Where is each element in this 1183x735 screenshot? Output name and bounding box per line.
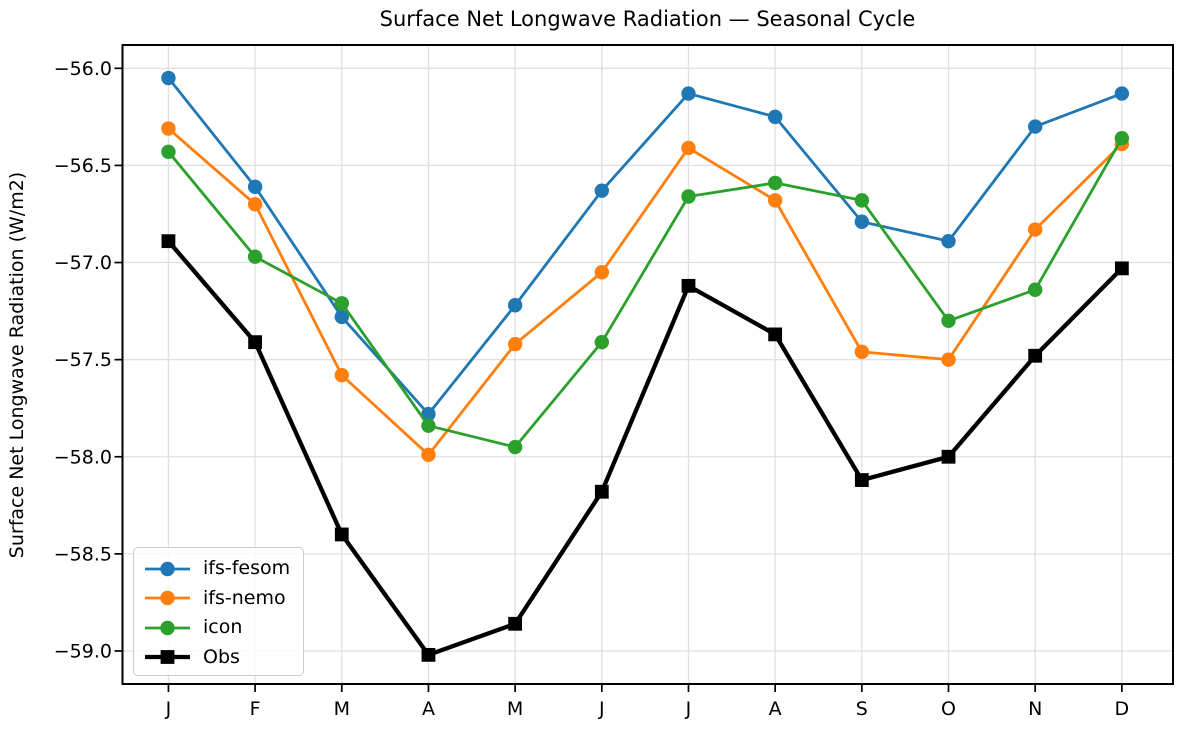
x-tick-label-9: O [941,698,956,720]
point-ifs-nemo-2 [334,367,349,383]
point-Obs-4 [508,616,523,631]
point-icon-1 [247,249,263,264]
y-tick-label-4: −58.0 [54,446,112,468]
x-tick-label-4: M [507,698,523,720]
y-tick-label-2: −57.0 [54,252,112,274]
legend-sample-Obs [145,650,190,665]
x-tick-label-7: A [769,698,782,720]
point-ifs-fesom-8 [854,214,870,229]
point-ifs-nemo-4 [507,336,523,352]
point-ifs-nemo-3 [421,447,436,463]
point-icon-11 [1114,131,1130,146]
point-ifs-fesom-5 [594,183,610,198]
y-tick-label-6: −59.0 [54,640,112,662]
point-icon-9 [941,313,956,328]
plot-frame [121,44,1174,685]
legend-label-Obs: Obs [203,645,240,668]
point-ifs-fesom-2 [334,309,349,325]
x-tick-label-3: A [422,698,435,720]
point-Obs-3 [421,647,436,662]
legend-sample-ifs-nemo [145,591,190,606]
point-ifs-fesom-9 [941,233,956,249]
point-icon-2 [334,296,349,311]
x-tick-label-2: M [334,698,350,720]
x-tick-label-6: J [685,698,692,720]
legend-item-ifs-nemo: ifs-nemo [144,584,303,614]
point-icon-10 [1027,282,1043,297]
legend-sample-icon [145,620,190,635]
legend: ifs-fesom ifs-nemo icon Obs [133,547,304,676]
x-tick-label-1: F [250,698,261,720]
point-ifs-fesom-4 [507,298,523,313]
point-icon-0 [161,144,176,160]
point-ifs-nemo-10 [1027,222,1043,237]
y-tick-label-5: −58.5 [54,543,112,565]
point-Obs-10 [1028,348,1043,363]
x-tick-label-8: S [856,698,868,720]
point-ifs-fesom-0 [161,70,176,86]
point-ifs-fesom-7 [767,109,783,125]
point-icon-7 [767,175,783,191]
y-tick-label-3: −57.5 [54,349,112,371]
point-ifs-nemo-8 [854,344,870,360]
legend-item-Obs: Obs [144,643,303,673]
point-ifs-nemo-0 [161,121,176,136]
point-ifs-nemo-7 [767,193,783,208]
point-ifs-nemo-1 [247,197,263,212]
point-ifs-fesom-3 [421,406,436,422]
series-line-icon [167,136,1124,449]
point-icon-6 [681,189,696,204]
point-ifs-fesom-6 [681,86,696,101]
point-icon-3 [421,418,436,433]
point-icon-4 [507,439,523,455]
y-tick-label-0: −56.0 [54,58,112,80]
x-tick-label-10: N [1028,698,1042,720]
x-tick-label-0: J [165,698,172,720]
legend-item-icon: icon [144,613,303,643]
legend-item-ifs-fesom: ifs-fesom [144,554,303,584]
point-ifs-nemo-9 [941,352,956,367]
legend-label-icon: icon [203,616,243,639]
legend-label-ifs-nemo: ifs-nemo [203,586,286,609]
point-Obs-6 [681,278,696,293]
x-tick-label-5: J [598,698,605,720]
legend-label-ifs-fesom: ifs-fesom [203,557,291,580]
point-icon-8 [854,193,870,208]
point-icon-5 [594,334,610,350]
point-ifs-nemo-5 [594,265,610,280]
series-line-ifs-fesom [167,76,1124,416]
point-Obs-2 [334,527,349,542]
point-ifs-nemo-6 [681,140,696,156]
chart-title: Surface Net Longwave Radiation — Seasona… [379,7,916,31]
point-Obs-8 [854,473,869,487]
point-ifs-fesom-10 [1027,119,1043,134]
point-Obs-9 [941,449,956,464]
series-line-Obs [166,239,1125,658]
point-Obs-1 [248,335,263,350]
point-ifs-fesom-1 [247,179,263,194]
x-tick-label-11: D [1115,698,1130,720]
point-Obs-11 [1114,261,1129,276]
point-Obs-7 [768,327,783,342]
point-ifs-fesom-11 [1114,86,1130,101]
point-Obs-5 [594,484,609,499]
legend-sample-ifs-fesom [145,561,190,576]
series-line-ifs-nemo [167,127,1124,457]
point-Obs-0 [161,234,176,249]
y-tick-label-1: −56.5 [54,155,112,177]
